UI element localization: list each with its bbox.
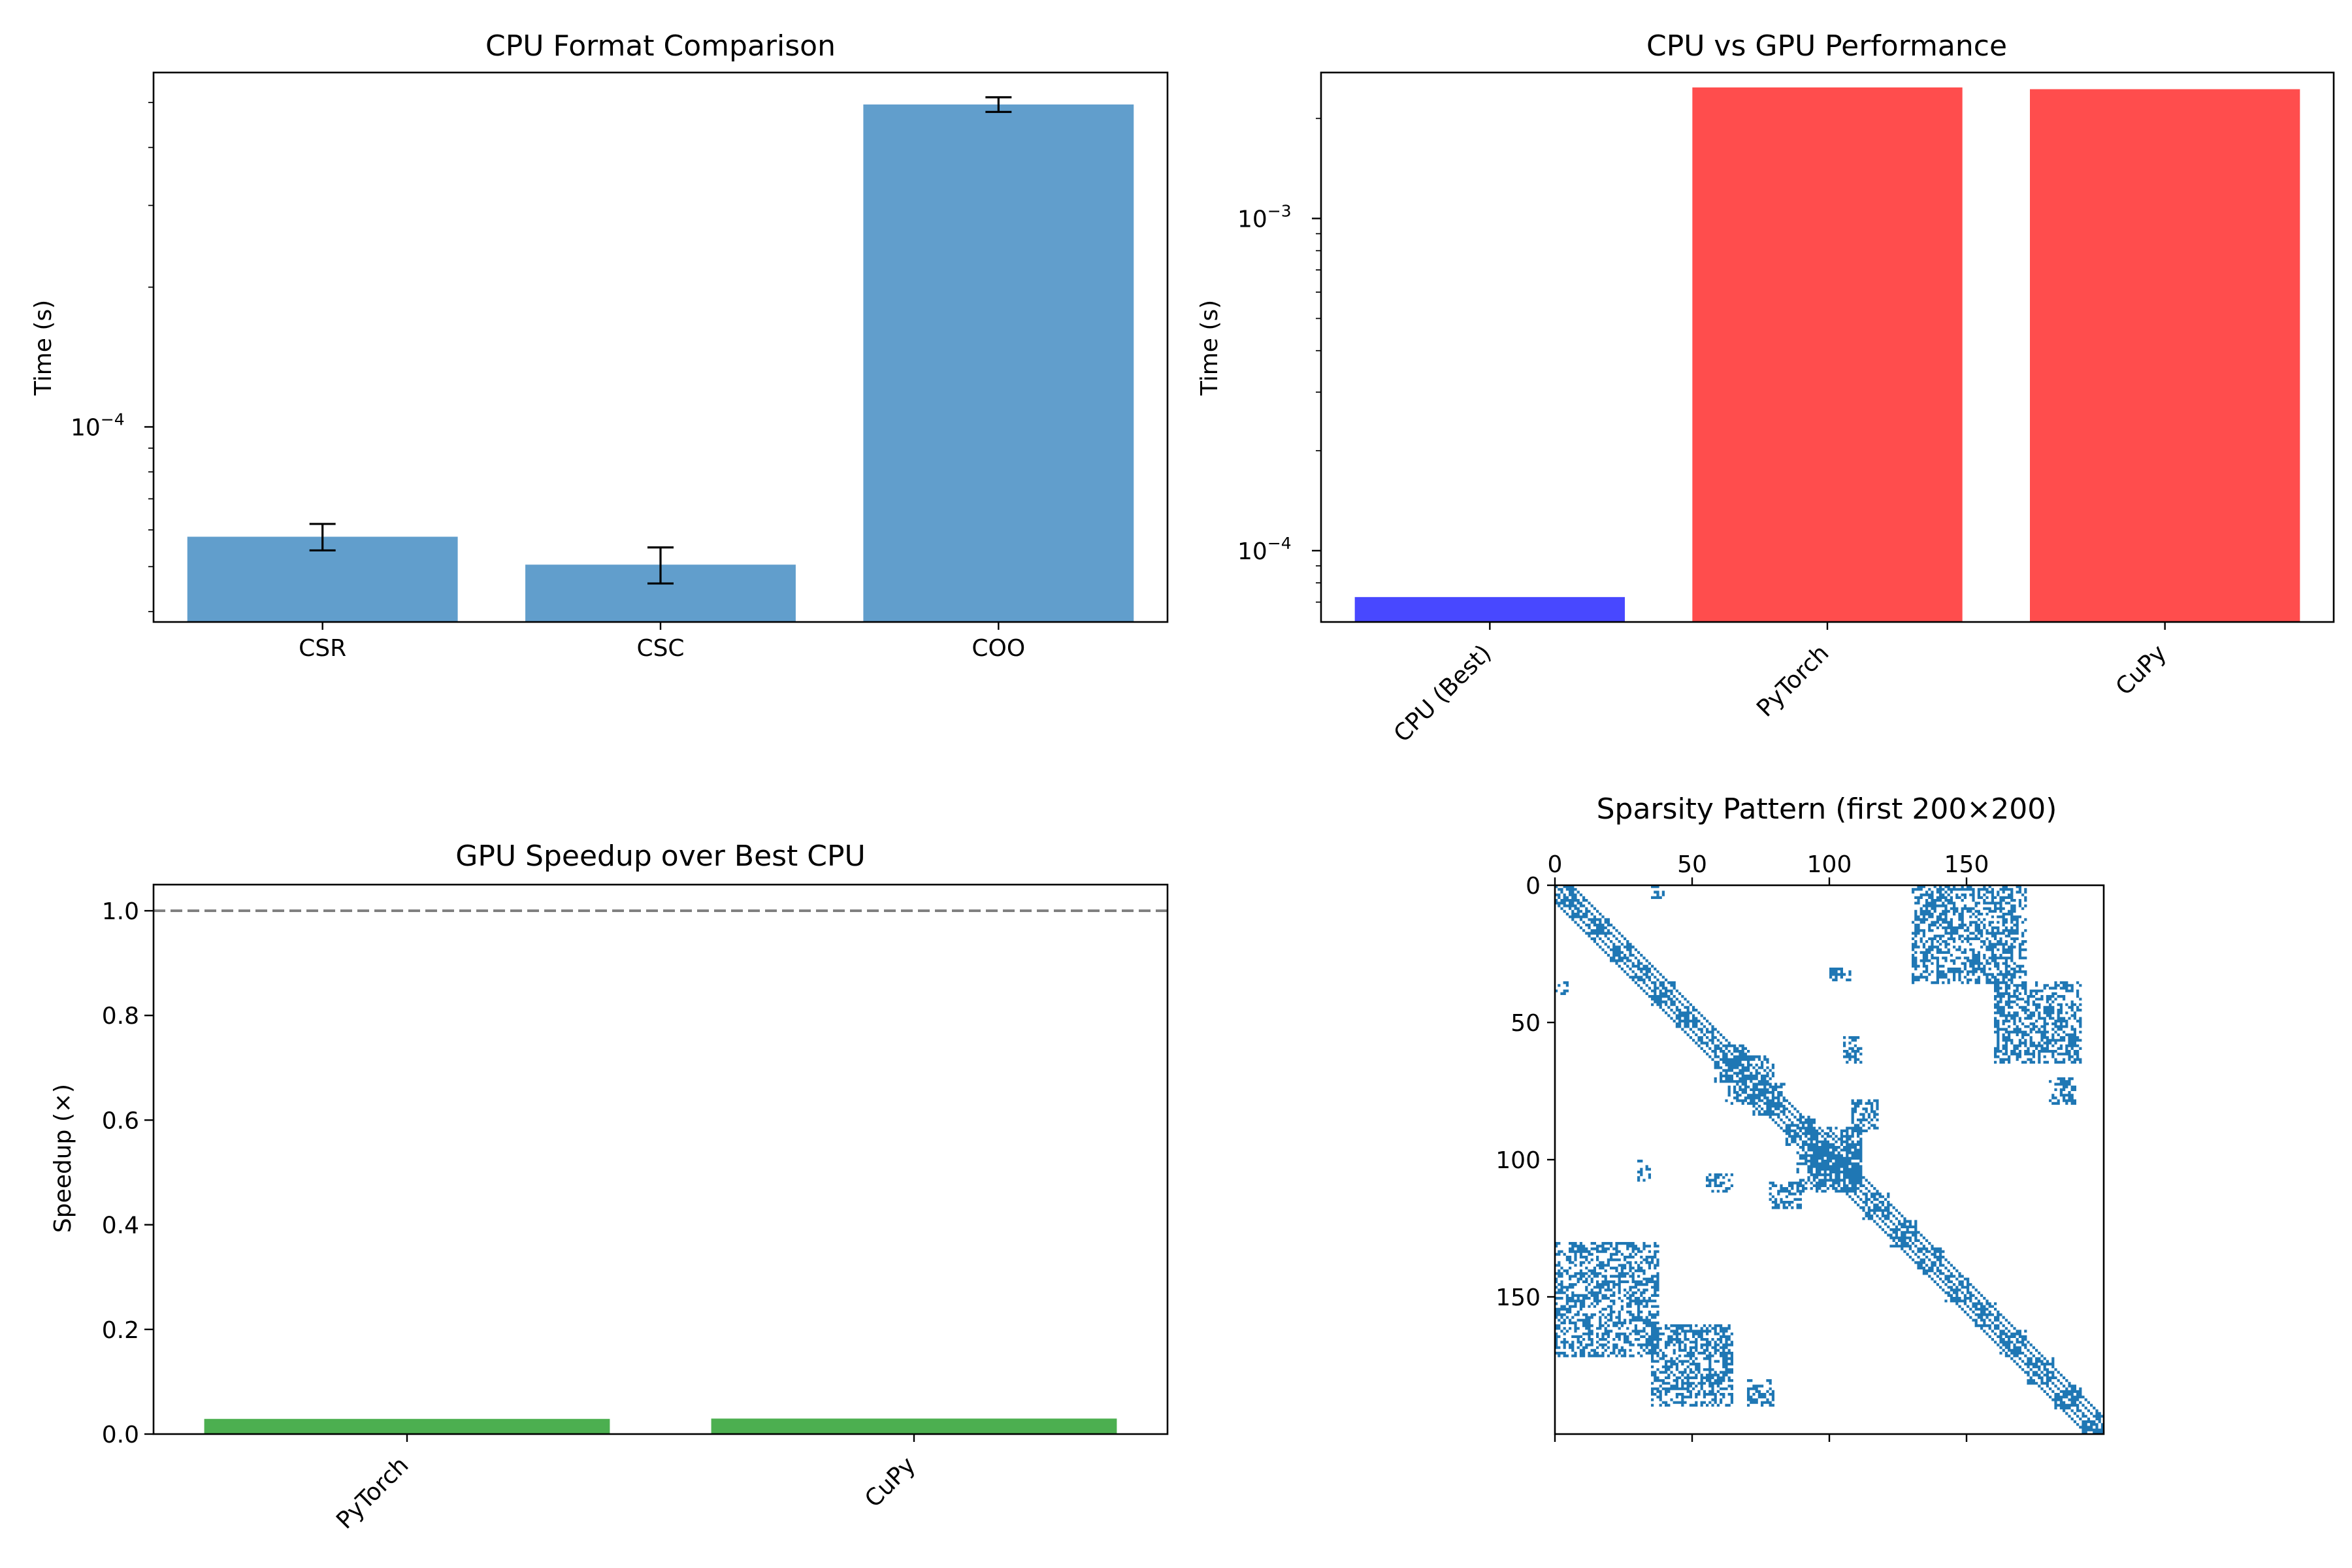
y-tick-label: 0.2 [102, 1317, 139, 1344]
y-tick-label: 150 [1495, 1284, 1541, 1311]
y-tick-label: 100 [1495, 1147, 1541, 1174]
y-axis-label: Speedup (×) [50, 1084, 76, 1233]
y-tick-label: 10−4 [71, 410, 125, 441]
y-axis-label: Time (s) [1196, 300, 1223, 396]
chart-title: GPU Speedup over Best CPU [455, 840, 866, 873]
chart-title: CPU vs GPU Performance [1646, 29, 2007, 63]
y-tick-label: 0.8 [102, 1003, 139, 1030]
y-tick-label: 0 [1526, 873, 1541, 900]
y-tick-label: 10−3 [1237, 201, 1292, 233]
axes-frame [1320, 71, 2335, 623]
chart-sparsity-pattern: Sparsity Pattern (first 200×200) 0 50 100 1… [1495, 792, 2105, 1442]
chart-cpu-vs-gpu-performance: CPU vs GPU Performance Time (s) CPU (Bes… [1196, 29, 2335, 747]
x-tick-label: COO [972, 635, 1025, 662]
bar [1354, 596, 1625, 622]
chart-cpu-format-comparison: CPU Format Comparison Time (s) CSR CSC COO… [30, 29, 1169, 662]
bar [711, 1418, 1117, 1434]
x-tick-label: 100 [1807, 851, 1852, 878]
chart-title: Sparsity Pattern (first 200×200) [1597, 792, 2057, 826]
x-tick-label: 0 [1548, 851, 1563, 878]
bar [863, 104, 1134, 623]
x-tick-label: 150 [1944, 851, 1989, 878]
y-tick-label: 1.0 [102, 898, 139, 925]
x-tick-label: CSR [299, 635, 346, 662]
nonzero-entries [1555, 885, 2104, 1434]
axes-frame [1554, 884, 2105, 1435]
bar [1692, 87, 1963, 622]
plot-area: CSR CSC COO 10−4 [71, 71, 1169, 662]
y-tick-label: 10−4 [1237, 534, 1292, 565]
axes-frame [152, 883, 1169, 1435]
y-tick-label: 0.4 [102, 1213, 139, 1239]
y-tick-label: 0.0 [102, 1422, 139, 1448]
y-tick-label: 0.6 [102, 1107, 139, 1134]
x-tick-label: 50 [1677, 851, 1707, 878]
chart-title: CPU Format Comparison [485, 29, 836, 63]
x-tick-label: CSC [636, 635, 684, 662]
axes-frame [152, 71, 1169, 623]
y-axis-label: Time (s) [30, 300, 57, 396]
plot-area: 0 50 100 150 0 50 100 150 [1495, 851, 2105, 1442]
bar [2030, 89, 2300, 623]
bar [204, 1418, 610, 1434]
y-tick-label: 50 [1511, 1010, 1541, 1037]
